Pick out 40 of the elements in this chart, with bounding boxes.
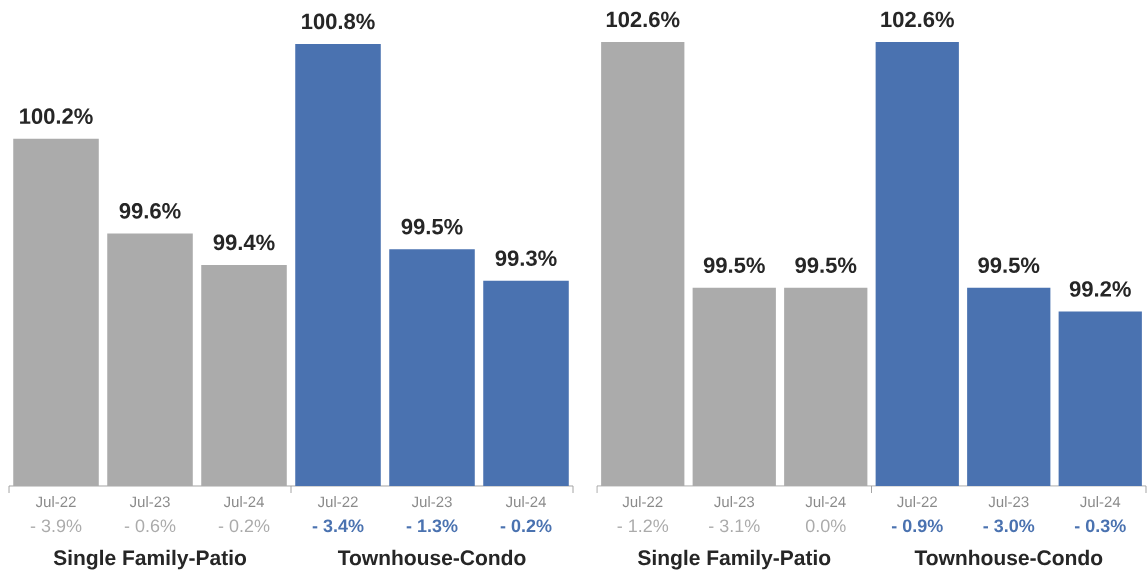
text: - 0.9%: [891, 519, 943, 533]
text: - 3.4%: [312, 519, 364, 533]
text: Jul-23: [988, 496, 1029, 508]
data-label: 102.6%: [881, 11, 954, 28]
data-label: 99.5%: [978, 257, 1040, 273]
text: - 1.3%: [406, 519, 458, 533]
data-label: 99.2%: [1069, 281, 1131, 297]
series-label: Jul-23: [129, 496, 170, 508]
text: - 3.0%: [983, 519, 1035, 533]
data-label: 99.5%: [795, 257, 857, 273]
x-tick-label: Townhouse-Condo: [914, 549, 1103, 566]
text: - 1.2%: [617, 519, 669, 533]
data-label: 99.3%: [495, 250, 557, 267]
text: Jul-24: [505, 496, 546, 508]
text: Jul-23: [411, 496, 452, 508]
data-label: 99.5%: [703, 257, 765, 273]
series-label: Jul-23: [714, 496, 755, 508]
data-label: 100.2%: [20, 108, 93, 124]
series-label: Jul-22: [622, 496, 663, 508]
series-label: Jul-24: [805, 496, 846, 508]
text: - 0.6%: [124, 519, 176, 533]
data-label: 99.6%: [119, 203, 181, 219]
text: 0.0%: [805, 519, 846, 533]
text: - 3.1%: [709, 519, 760, 533]
data-label: 102.6%: [606, 11, 680, 28]
data-label: 99.4%: [213, 234, 275, 251]
text: - 0.2%: [218, 519, 270, 533]
series-label: Jul-22: [35, 496, 76, 508]
x-tick-label: Townhouse-Condo: [337, 549, 526, 566]
data-label: 100.8%: [302, 13, 375, 30]
x-tick-label: Single Family-Patio: [53, 549, 247, 570]
data-label: 99.5%: [401, 218, 463, 235]
text: Jul-22: [897, 496, 937, 508]
series-label: Jul-24: [223, 496, 264, 508]
text: - 0.3%: [1074, 519, 1126, 533]
x-tick-label: Single Family-Patio: [638, 549, 831, 570]
text: - 0.2%: [500, 519, 552, 533]
text: Jul-22: [317, 496, 358, 508]
text: Jul-24: [1080, 496, 1121, 508]
text: - 3.9%: [30, 519, 82, 533]
